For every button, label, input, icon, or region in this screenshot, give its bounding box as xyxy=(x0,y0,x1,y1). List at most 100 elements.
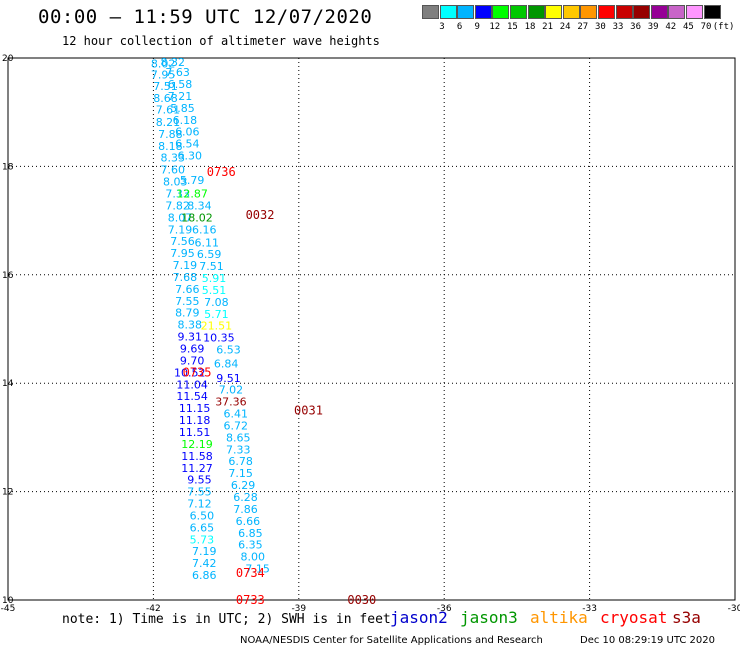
scale-label: 15 xyxy=(506,22,518,32)
generated-timestamp: Dec 10 08:29:19 UTC 2020 xyxy=(580,635,715,646)
wave-height-label: 8.38 xyxy=(178,319,203,332)
wave-height-label: 7.55 xyxy=(187,486,212,499)
wave-height-label: 6.65 xyxy=(190,521,215,534)
y-tick-label: 12 xyxy=(2,488,13,498)
wave-height-label: 10.52 xyxy=(174,366,206,379)
wave-height-label: 6.72 xyxy=(224,419,249,432)
x-tick-label: -42 xyxy=(146,604,161,614)
track-time-label: 0032 xyxy=(246,208,275,222)
wave-height-label: 5.73 xyxy=(190,533,215,546)
wave-height-label: 5.71 xyxy=(204,308,229,321)
wave-height-label: 7.19 xyxy=(168,223,193,236)
y-tick-label: 20 xyxy=(2,54,14,64)
chart-title: 00:00 – 11:59 UTC 12/07/2020 xyxy=(38,6,373,28)
scale-label: 70 xyxy=(700,22,712,32)
track-time-label: 0733 xyxy=(236,593,265,607)
wave-height-label: 7.19 xyxy=(173,259,198,272)
scale-label: 24 xyxy=(559,22,571,32)
wave-height-label: 7.61 xyxy=(156,103,181,116)
scale-swatch xyxy=(545,5,563,19)
track-time-label: 0735 xyxy=(183,365,212,379)
wave-height-label: 6.59 xyxy=(197,248,222,261)
wave-height-label: 8.21 xyxy=(156,116,181,129)
wave-height-label: 8.68 xyxy=(153,92,178,105)
wave-height-label: 18.02 xyxy=(181,211,213,224)
scale-swatch xyxy=(457,5,475,19)
scale-label: 30 xyxy=(594,22,606,32)
wave-height-label: 6.11 xyxy=(194,236,219,249)
scale-label: 9 xyxy=(474,22,480,32)
mission-altika: altika xyxy=(530,608,588,627)
wave-height-label: 6.85 xyxy=(238,527,263,540)
wave-height-label: 6.29 xyxy=(231,479,256,492)
footnote: note: 1) Time is in UTC; 2) SWH is in fe… xyxy=(62,612,391,627)
wave-height-label: 9.51 xyxy=(216,372,241,385)
scale-label: 39 xyxy=(647,22,659,32)
y-tick-label: 16 xyxy=(2,271,14,281)
scale-swatch xyxy=(562,5,580,19)
wave-height-label: 7.51 xyxy=(199,260,224,273)
wave-height-label: 5.79 xyxy=(180,174,205,187)
wave-height-label: 6.66 xyxy=(236,515,261,528)
x-tick-label: -39 xyxy=(291,604,306,614)
scale-swatch xyxy=(650,5,668,19)
scale-label: 45 xyxy=(682,22,694,32)
scale-swatch xyxy=(439,5,457,19)
wave-height-label: 37.36 xyxy=(215,396,247,409)
scale-swatch xyxy=(580,5,598,19)
track-time-label: 0736 xyxy=(207,165,236,179)
track-time-label: 0734 xyxy=(236,566,265,580)
wave-height-label: 9.69 xyxy=(180,343,205,356)
wave-height-label: 10.35 xyxy=(203,332,235,345)
scale-label: 3 xyxy=(439,22,445,32)
scale-label: 12 xyxy=(489,22,501,32)
wave-height-label: 8.34 xyxy=(187,199,212,212)
wave-height-label: 11.15 xyxy=(179,402,211,415)
wave-height-label: 7.82 xyxy=(165,199,190,212)
wave-height-label: 5.85 xyxy=(170,102,195,115)
scale-label: (ft) xyxy=(712,22,735,32)
wave-height-label: 8.18 xyxy=(158,140,183,153)
wave-height-label: 7.33 xyxy=(226,443,251,456)
scale-label: 21 xyxy=(542,22,554,32)
scale-swatch xyxy=(492,5,510,19)
scale-label: 42 xyxy=(665,22,677,32)
wave-height-label: 7.95 xyxy=(170,247,195,260)
track-time-label: 0031 xyxy=(294,403,323,417)
scale-label: 18 xyxy=(524,22,536,32)
wave-height-label: 11.51 xyxy=(179,426,211,439)
scale-swatch xyxy=(686,5,703,19)
wave-height-label: 12.19 xyxy=(181,438,213,451)
wave-height-label: 7.88 xyxy=(158,128,183,141)
wave-height-label: 6.50 xyxy=(190,509,215,522)
scale-label: 33 xyxy=(612,22,624,32)
wave-height-label: 5.91 xyxy=(202,272,227,285)
wave-height-label: 6.84 xyxy=(214,358,239,371)
wave-height-label: 7.15 xyxy=(245,563,270,576)
wave-height-label: 11.04 xyxy=(176,378,208,391)
x-tick-label: -33 xyxy=(582,604,597,614)
wave-height-label: 8.32 xyxy=(161,56,186,69)
scale-label: 36 xyxy=(630,22,642,32)
x-tick-label: -30 xyxy=(728,604,740,614)
wave-height-label: 11.54 xyxy=(176,390,208,403)
scale-swatch xyxy=(615,5,633,19)
wave-height-label: 8.02 xyxy=(151,57,176,70)
wave-height-label: 8.00 xyxy=(241,551,266,564)
wave-height-label: 8.65 xyxy=(226,431,251,444)
wave-height-label: 11.18 xyxy=(179,414,211,427)
wave-height-label: 6.28 xyxy=(233,491,258,504)
wave-height-label: 7.33 xyxy=(165,188,190,201)
wave-height-label: 7.15 xyxy=(228,467,253,480)
wave-height-label: 5.51 xyxy=(202,284,227,297)
x-tick-label: -45 xyxy=(1,604,16,614)
wave-height-label: 11.58 xyxy=(181,450,213,463)
scale-label: 6 xyxy=(456,22,463,32)
wave-height-label: 8.07 xyxy=(168,211,193,224)
wave-height-label: 8.33 xyxy=(161,152,186,165)
scale-swatch xyxy=(703,5,721,19)
wave-height-label: 6.35 xyxy=(238,539,263,552)
wave-height-label: 6.41 xyxy=(224,408,249,421)
wave-height-label: 12.87 xyxy=(176,188,208,201)
